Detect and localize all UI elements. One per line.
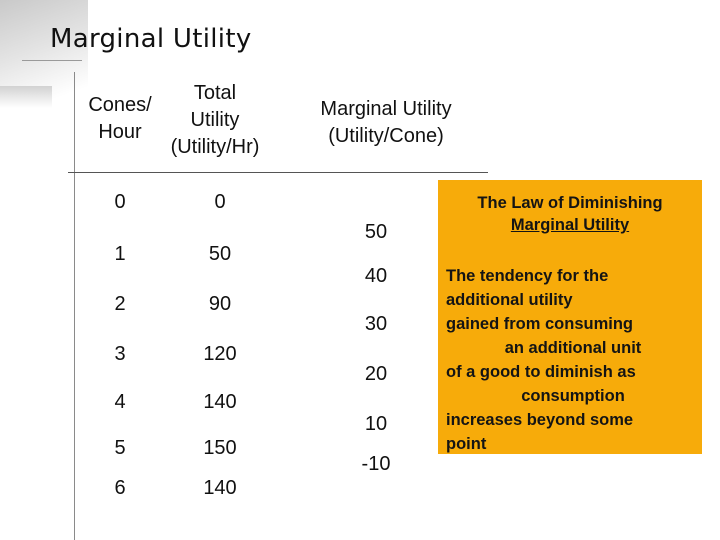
header-rule	[68, 172, 488, 173]
total-utility-cell: 120	[203, 343, 237, 365]
cones-cell: 3	[114, 343, 126, 365]
slide-title: Marginal Utility	[50, 24, 252, 54]
marginal-utility-cell: 20	[364, 363, 388, 385]
callout-title: The Law of Diminishing Marginal Utility	[438, 192, 702, 236]
cones-cell: 2	[114, 293, 126, 315]
header-cones-line-2: Hour	[98, 121, 142, 143]
total-utility-cell: 140	[203, 477, 237, 499]
total-utility-cell: 0	[214, 191, 226, 213]
header-total-line-1: Total	[193, 82, 237, 104]
callout-definition: The tendency for the additional utility …	[446, 264, 700, 456]
header-mu-line-1: Marginal Utility	[320, 98, 452, 120]
cones-cell: 1	[114, 243, 126, 265]
callout-body-line: additional utility	[446, 291, 573, 309]
corner-decoration-band	[0, 86, 52, 108]
law-callout-box: The Law of Diminishing Marginal Utility …	[438, 180, 702, 454]
marginal-utility-cell: 30	[364, 313, 388, 335]
header-total-utility: Total Utility (Utility/Hr)	[140, 80, 290, 161]
cones-cell: 4	[114, 391, 126, 413]
callout-title-line-2: Marginal Utility	[510, 216, 630, 234]
marginal-utility-cell: 10	[364, 413, 388, 435]
callout-body-line: point	[446, 435, 487, 453]
header-mu-line-2: (Utility/Cone)	[328, 125, 444, 147]
callout-title-line-1: The Law of Diminishing	[477, 194, 663, 212]
callout-body-line: of a good to diminish as	[446, 363, 636, 381]
cones-cell: 5	[114, 437, 126, 459]
left-vertical-rule	[74, 72, 75, 540]
header-marginal-utility: Marginal Utility (Utility/Cone)	[286, 96, 486, 150]
callout-body-line: an additional unit	[504, 339, 642, 357]
marginal-utility-cell: 40	[364, 265, 388, 287]
header-total-line-2: Utility	[190, 109, 240, 131]
total-utility-cell: 90	[208, 293, 232, 315]
marginal-utility-cell: -10	[361, 453, 391, 475]
header-cones-per-hour: Cones/ Hour	[78, 92, 162, 146]
cones-cell: 0	[114, 191, 126, 213]
callout-body-line: consumption	[521, 387, 625, 405]
callout-body-line: gained from consuming	[446, 315, 634, 333]
header-cones-line-1: Cones/	[88, 94, 152, 116]
cones-cell: 6	[114, 477, 126, 499]
header-total-line-3: (Utility/Hr)	[170, 136, 260, 158]
total-utility-cell: 50	[208, 243, 232, 265]
callout-body-line: increases beyond some	[446, 411, 634, 429]
title-underline	[22, 60, 82, 61]
marginal-utility-cell: 50	[364, 221, 388, 243]
total-utility-cell: 150	[203, 437, 237, 459]
total-utility-cell: 140	[203, 391, 237, 413]
callout-body-line: The tendency for the	[446, 267, 609, 285]
